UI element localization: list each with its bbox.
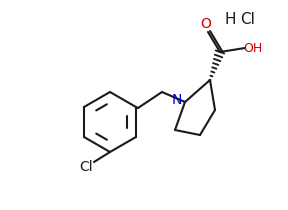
Text: H: H [224, 13, 236, 28]
Text: Cl: Cl [79, 160, 93, 174]
Text: O: O [200, 17, 211, 31]
Text: N: N [172, 93, 182, 107]
Text: OH: OH [243, 42, 263, 55]
Text: Cl: Cl [240, 13, 255, 28]
